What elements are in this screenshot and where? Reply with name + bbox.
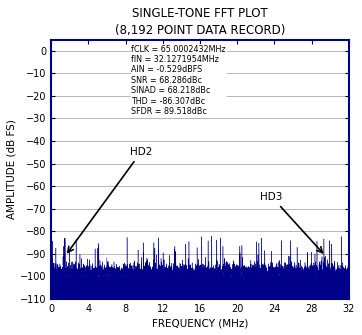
X-axis label: FREQUENCY (MHz): FREQUENCY (MHz) — [152, 318, 248, 328]
Text: fCLK = 65.0002432MHz
fIN = 32.1271954MHz
AIN = -0.529dBFS
SNR = 68.286dBc
SINAD : fCLK = 65.0002432MHz fIN = 32.1271954MHz… — [131, 45, 226, 116]
Y-axis label: AMPLITUDE (dB FS): AMPLITUDE (dB FS) — [7, 119, 17, 219]
Text: HD3: HD3 — [261, 192, 323, 253]
Title: SINGLE-TONE FFT PLOT
(8,192 POINT DATA RECORD): SINGLE-TONE FFT PLOT (8,192 POINT DATA R… — [115, 7, 285, 37]
Text: HD2: HD2 — [68, 147, 152, 252]
